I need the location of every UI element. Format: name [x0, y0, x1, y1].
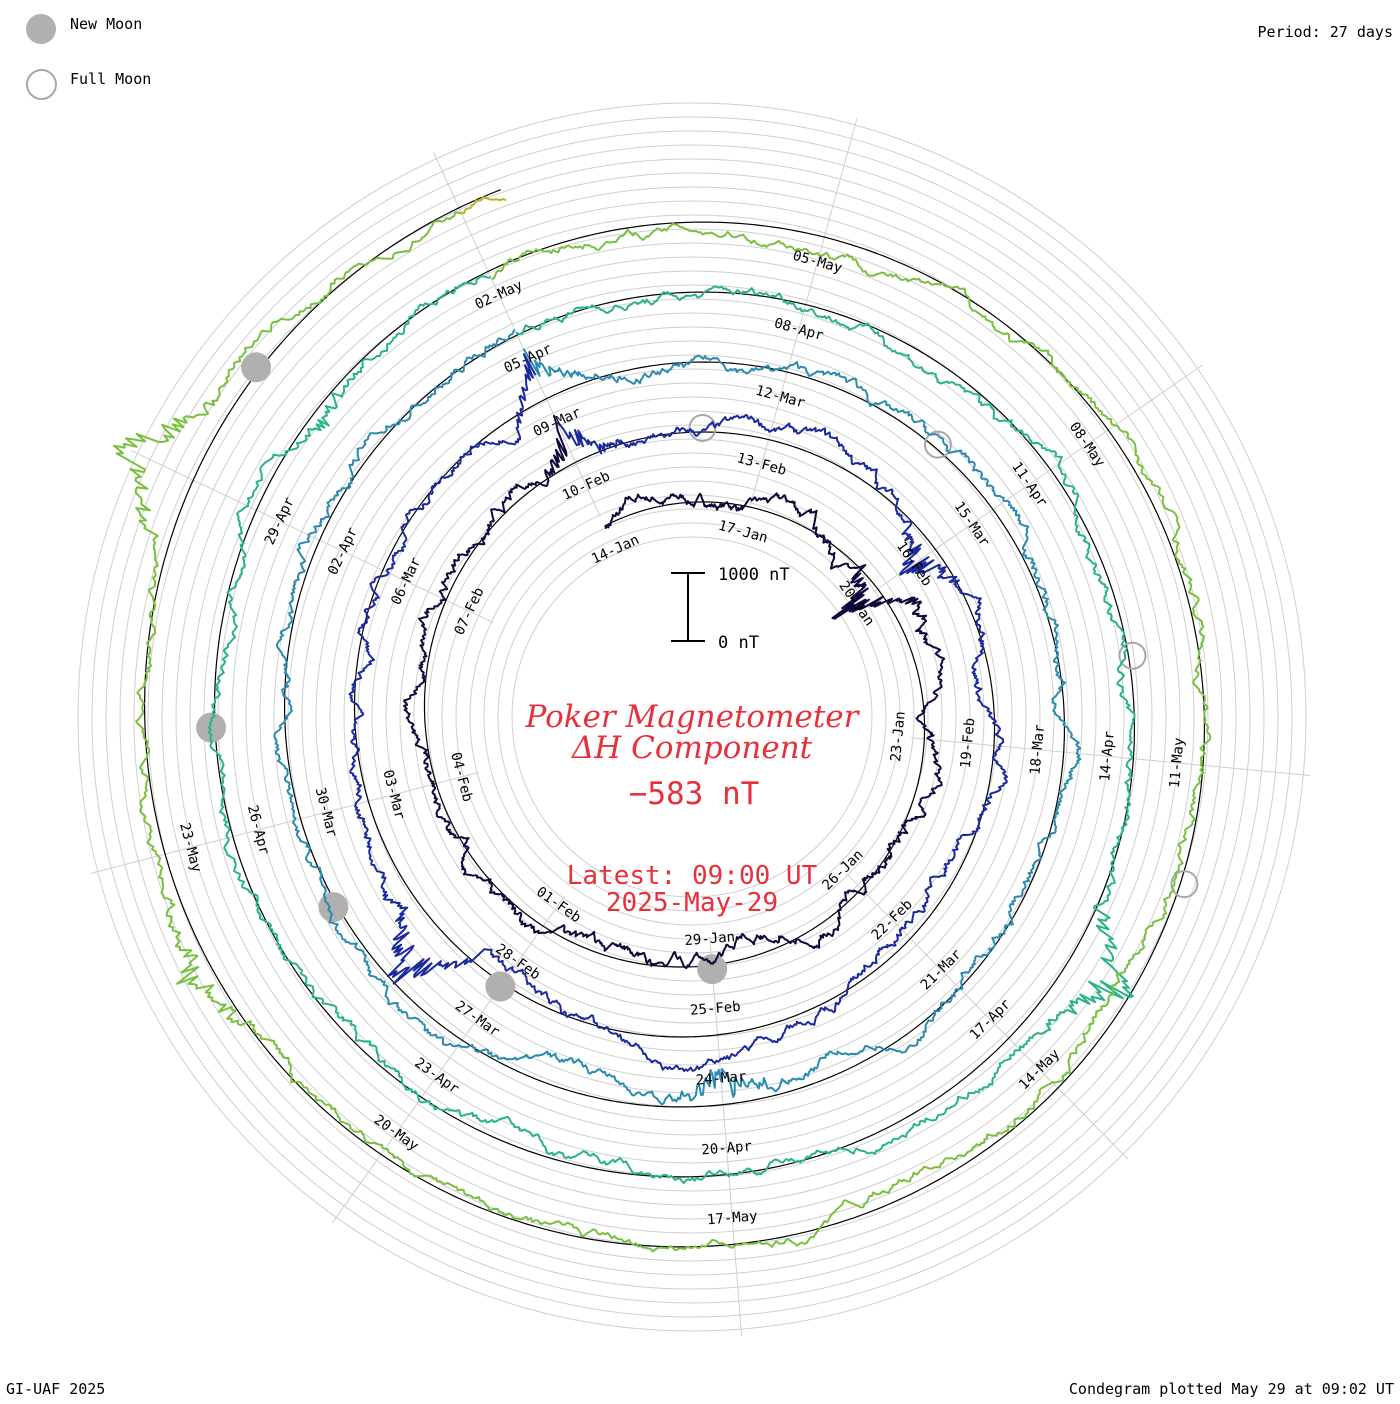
date-tick-label: 13-Feb: [735, 450, 788, 479]
trace-series: [273, 329, 1082, 1106]
date-tick-label: 10-Feb: [560, 468, 613, 504]
period-label: Period: 27 days: [1257, 23, 1393, 41]
grid-ring: [287, 312, 1097, 1122]
grid-ring: [385, 410, 999, 1024]
date-tick-label: 23-May: [176, 821, 204, 874]
grid-ring: [469, 494, 915, 940]
date-tick-label: 07-Feb: [452, 585, 488, 638]
trace-series: [207, 275, 1136, 1184]
trace-layer: [113, 196, 1212, 1253]
date-tick-label: 29-Jan: [684, 929, 736, 949]
grid-ring: [189, 214, 1195, 1220]
date-tick-label: 24-Mar: [695, 1069, 747, 1089]
new-moon-icon: [26, 14, 56, 44]
footer-credit: GI-UAF 2025: [6, 1380, 106, 1398]
center-title-line2: ΔH Component: [571, 730, 813, 766]
grid-ring: [343, 368, 1041, 1066]
scale-bar-bottom-label: 0 nT: [718, 633, 759, 653]
center-title-line1: Poker Magnetometer: [525, 699, 861, 735]
date-tick-label: 30-Mar: [312, 786, 340, 839]
baseline-spiral: [144, 189, 1205, 1248]
grid-ring: [413, 438, 971, 996]
date-tick-label: 02-May: [473, 277, 526, 313]
full-moon-marker: [688, 414, 717, 442]
trace-series: [461, 196, 507, 214]
center-current-value: −583 nT: [629, 776, 760, 812]
grid-ring: [483, 508, 901, 926]
grid-ring: [119, 144, 1265, 1290]
grid-spoke: [709, 936, 743, 1337]
full-moon-icon: [26, 69, 57, 100]
grid-ring: [91, 116, 1293, 1318]
date-tick-label: 14-Apr: [1097, 730, 1118, 782]
grid-ring: [511, 536, 873, 898]
grid-spoke: [331, 896, 565, 1224]
grid-ring: [315, 340, 1069, 1094]
date-tick-label: 25-Feb: [690, 999, 742, 1019]
scale-bar: 1000 nT 0 nT: [671, 565, 790, 653]
grid-ring: [175, 200, 1209, 1234]
scale-bar-top-label: 1000 nT: [718, 565, 790, 585]
date-tick-label: 18-Mar: [1027, 724, 1048, 776]
grid-ring: [259, 284, 1125, 1150]
grid-ring: [133, 158, 1251, 1276]
grid-ring: [273, 298, 1111, 1136]
date-tick-label: 20-Apr: [701, 1138, 753, 1158]
date-tick-label: 19-Feb: [958, 717, 979, 769]
date-tick-label: 14-Jan: [589, 532, 642, 568]
date-tick-label: 08-Apr: [772, 315, 825, 344]
grid-ring: [329, 354, 1055, 1080]
full-moon-marker: [1170, 870, 1199, 899]
trace-series: [113, 211, 1212, 1253]
date-tick-label: 11-May: [1167, 737, 1188, 789]
full-moon-label: Full Moon: [70, 70, 152, 88]
date-tick-label: 29-Apr: [262, 495, 298, 548]
date-tick-label: 04-Feb: [447, 751, 475, 804]
date-tick-label: 23-Jan: [888, 711, 909, 763]
grid-spoke: [130, 450, 494, 624]
grid-ring: [245, 270, 1139, 1164]
footer-plotted: Condegram plotted May 29 at 09:02 UT: [1068, 1380, 1394, 1398]
new-moon-marker: [697, 954, 728, 985]
grid-spoke: [846, 873, 1129, 1160]
date-tick-label: 02-Apr: [325, 525, 361, 578]
grid-ring: [455, 480, 929, 954]
grid-ring: [497, 522, 887, 912]
grid-ring: [77, 102, 1307, 1332]
grid-spoke: [90, 771, 480, 874]
new-moon-marker: [318, 892, 349, 923]
grid-ring: [399, 424, 985, 1010]
date-tick-label: 12-Mar: [754, 383, 807, 412]
grid-layer: [77, 102, 1311, 1337]
date-tick-label: 05-May: [791, 248, 844, 277]
full-moon-marker: [1118, 641, 1147, 670]
grid-spoke: [750, 118, 858, 506]
grid-ring: [105, 130, 1279, 1304]
date-tick-label: 17-Jan: [716, 518, 769, 547]
new-moon-marker: [241, 352, 272, 383]
date-tick-label: 03-Mar: [379, 768, 407, 821]
date-tick-label: 17-May: [706, 1208, 758, 1228]
grid-ring: [147, 172, 1237, 1262]
trace-series: [348, 353, 1008, 1072]
date-tick-label: 26-Apr: [244, 804, 272, 857]
new-moon-label: New Moon: [70, 15, 143, 33]
moon-layer: [196, 352, 1199, 1002]
center-latest-time: Latest: 09:00 UT: [567, 861, 818, 891]
full-moon-marker: [923, 430, 952, 459]
grid-ring: [427, 452, 957, 982]
grid-spoke: [872, 364, 1204, 593]
grid-spoke: [910, 737, 1311, 776]
new-moon-marker: [485, 971, 516, 1002]
trace-series: [403, 414, 946, 970]
new-moon-marker: [196, 712, 227, 743]
center-latest-date: 2025-May-29: [606, 888, 778, 918]
